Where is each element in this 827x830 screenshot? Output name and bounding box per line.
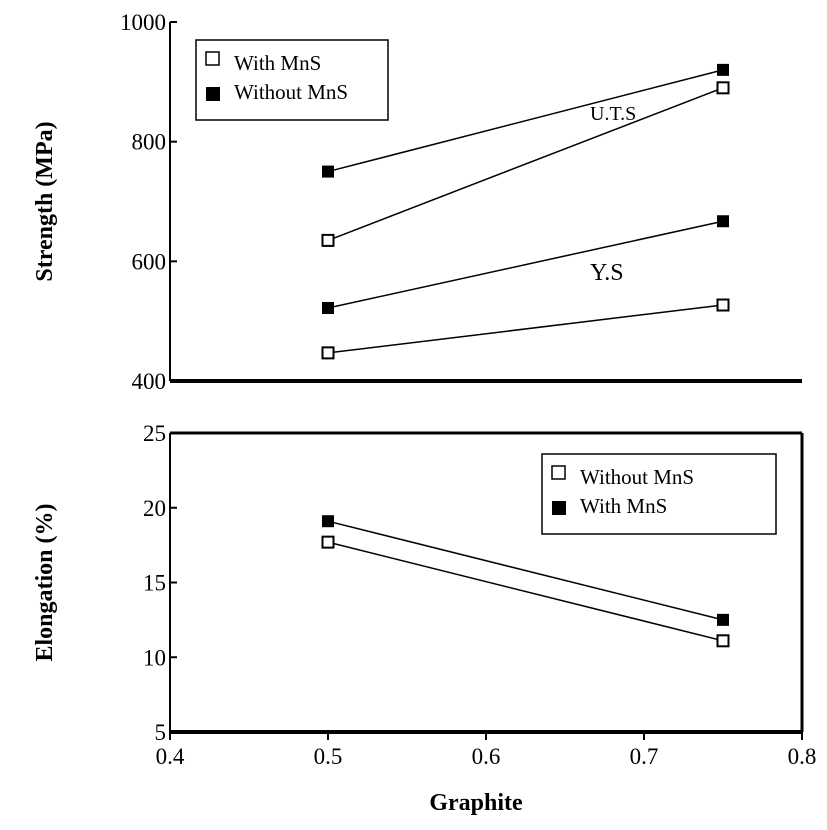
y-tick-label: 20	[143, 496, 166, 521]
data-point-filled-square	[322, 302, 334, 315]
y-tick-label: 10	[143, 645, 166, 670]
x-tick-label: 0.7	[630, 744, 659, 769]
y-axis-title: Strength (MPa)	[32, 121, 58, 281]
data-point-filled-square	[322, 515, 334, 528]
x-tick-label: 0.4	[156, 744, 185, 769]
data-point-filled-square	[717, 63, 729, 76]
annotation-label: U.T.S	[590, 103, 636, 125]
y-tick-label: 15	[143, 571, 166, 596]
data-point-open-square	[321, 535, 335, 549]
series-line	[327, 304, 724, 354]
data-point-filled-square	[322, 165, 334, 178]
y-axis-title: Elongation (%)	[32, 503, 58, 661]
y-tick-label: 25	[143, 421, 166, 446]
y-tick-label: 400	[132, 369, 167, 394]
y-tick-label: 1000	[120, 10, 166, 35]
annotation-label: Y.S	[590, 260, 624, 286]
data-point-open-square	[716, 298, 730, 312]
plot-panel-1: 400 600 800 1000 Strength (MPa) U.T.S Y.S With …	[32, 10, 802, 394]
legend-label: Without MnS	[580, 465, 694, 489]
series-3	[322, 215, 729, 315]
legend: Without MnS With MnS	[541, 453, 777, 535]
x-tick-label: 0.8	[788, 744, 817, 769]
series-1	[322, 63, 729, 178]
legend-marker-filled-square	[552, 501, 566, 515]
series-line	[327, 69, 724, 173]
legend-marker-filled-square	[206, 87, 220, 101]
legend-label: With MnS	[234, 51, 321, 75]
x-axis-title: Graphite	[429, 790, 523, 816]
y-tick-label: 600	[132, 249, 167, 274]
series-1	[322, 515, 729, 626]
series-2	[321, 81, 730, 247]
legend-box	[195, 39, 389, 121]
series-line	[327, 87, 724, 242]
data-point-open-square	[716, 634, 730, 648]
series-2	[321, 535, 730, 648]
legend-label: With MnS	[580, 494, 667, 518]
series-line	[327, 220, 724, 309]
y-tick-label: 800	[132, 130, 167, 155]
data-point-open-square	[321, 233, 335, 247]
legend-marker-open-square	[205, 51, 220, 66]
data-point-filled-square	[717, 215, 729, 228]
x-tick-label: 0.6	[472, 744, 501, 769]
legend-marker-open-square	[551, 465, 566, 480]
series-4	[321, 298, 730, 360]
series-line	[327, 520, 724, 621]
data-point-open-square	[321, 346, 335, 360]
x-tick-label: 0.5	[314, 744, 343, 769]
series-line	[327, 541, 724, 642]
data-point-open-square	[716, 81, 730, 95]
legend: With MnS Without MnS	[195, 39, 389, 121]
legend-label: Without MnS	[234, 80, 348, 104]
legend-box	[541, 453, 777, 535]
y-tick-label: 5	[155, 720, 167, 745]
data-point-filled-square	[717, 613, 729, 626]
plot-panel-2: 5 10 15 20 25 0.4 0.5 0.6 0.7 0.8 Elongation (%) Gr…	[32, 421, 816, 816]
